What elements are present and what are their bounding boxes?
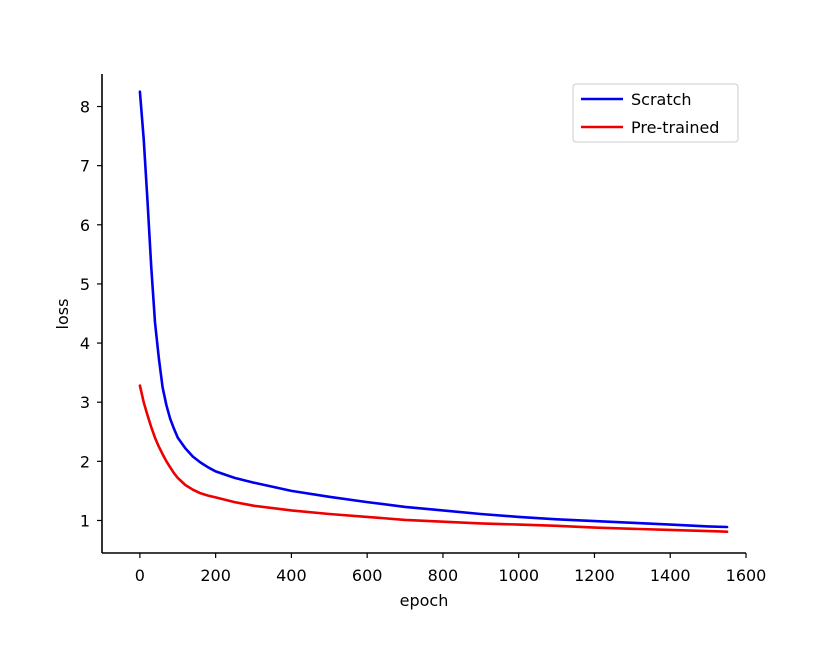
series-line-scratch	[138, 90, 729, 529]
legend-label: Pre-trained	[631, 118, 719, 137]
y-tick-label: 2	[80, 452, 90, 471]
x-tick-label: 1400	[650, 566, 691, 585]
x-tick-label: 1200	[574, 566, 615, 585]
series-line-pre-trained	[138, 384, 729, 534]
y-tick-label: 6	[80, 216, 90, 235]
x-tick-label: 200	[200, 566, 231, 585]
y-tick-label: 8	[80, 98, 90, 117]
legend: Scratch Pre-trained	[572, 83, 739, 143]
x-tick-label: 1000	[498, 566, 539, 585]
y-tick-label: 3	[80, 393, 90, 412]
x-tick-label: 800	[428, 566, 459, 585]
axes	[101, 74, 746, 554]
y-tick-label: 4	[80, 334, 90, 353]
x-tick-label: 0	[135, 566, 145, 585]
y-tick-label: 1	[80, 511, 90, 530]
x-tick-label: 1600	[726, 566, 767, 585]
y-axis-label: loss	[53, 299, 72, 330]
x-tick-label: 400	[276, 566, 307, 585]
x-tick-label: 600	[352, 566, 383, 585]
y-ticks: 1 2 3 4 5 6 7 8	[80, 98, 102, 530]
y-tick-label: 5	[80, 275, 90, 294]
legend-items: Scratch Pre-trained	[581, 90, 719, 137]
series-layer	[138, 90, 729, 534]
y-tick-label: 7	[80, 157, 90, 176]
x-ticks: 0 200 400 600 800 1000 1200 1400 1600	[135, 553, 767, 585]
x-axis-label: epoch	[400, 591, 449, 610]
legend-label: Scratch	[631, 90, 692, 109]
